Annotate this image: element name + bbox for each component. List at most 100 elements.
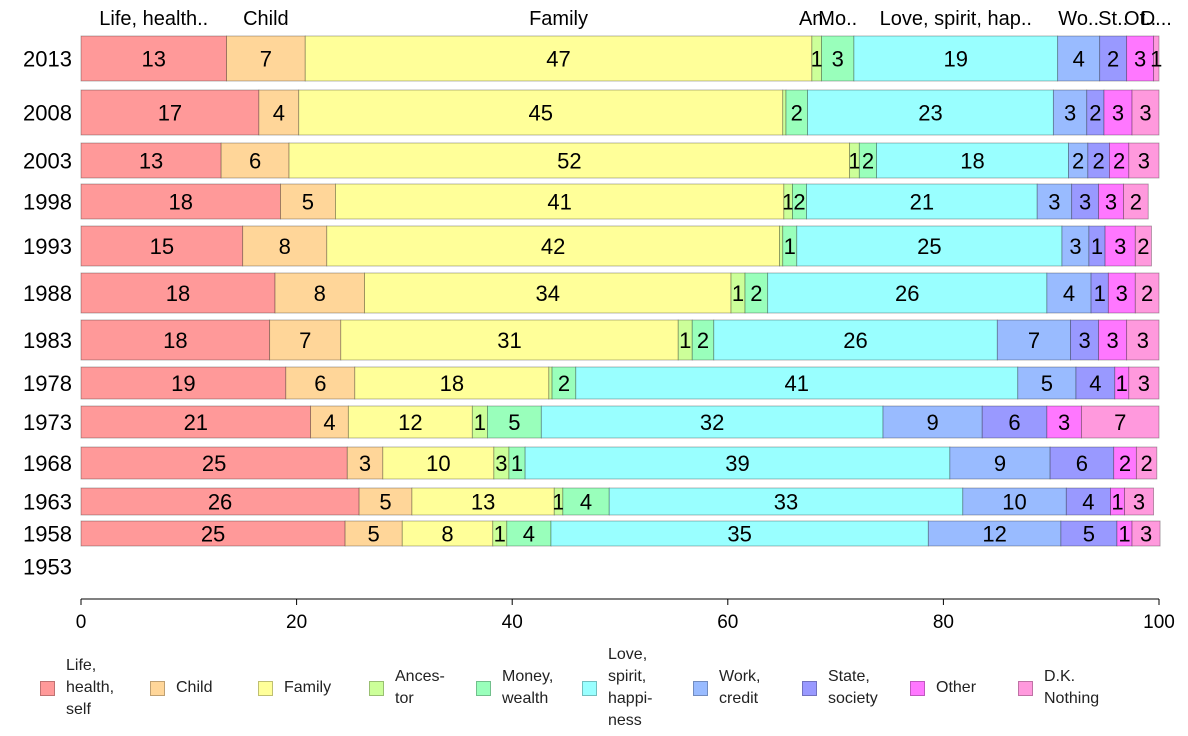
bar-segment-1958-5 [550, 520, 929, 547]
bar-segment-1983-0 [80, 319, 271, 361]
data-label-1963-0: 26 [208, 490, 232, 515]
legend-item-7: State, society [802, 640, 878, 736]
data-label-1993-0: 15 [150, 234, 174, 259]
top-label-5: Love, spirit, hap.. [880, 8, 1032, 30]
bar-segment-2008-0 [80, 89, 260, 136]
bar-segment-1988-9 [1134, 272, 1160, 314]
bar-segment-2008-2 [298, 89, 784, 136]
data-label-1958-3: 1 [494, 522, 506, 547]
data-label-1988-2: 34 [536, 281, 560, 306]
bar-segment-1963-2 [411, 487, 555, 516]
data-label-2003-6: 2 [1072, 149, 1084, 174]
year-label-2008: 2008 [23, 101, 72, 126]
bar-segment-1993-8 [1104, 225, 1136, 267]
bar-segment-1973-0 [80, 405, 312, 439]
bar-segment-1973-8 [1046, 405, 1082, 439]
bar-segment-1998-6 [1036, 183, 1073, 220]
data-label-1968-4: 1 [511, 451, 523, 476]
bar-segment-2008-8 [1103, 89, 1133, 136]
year-label-2013: 2013 [23, 47, 72, 72]
data-label-1958-5: 35 [727, 522, 751, 547]
data-label-1958-6: 12 [982, 522, 1006, 547]
data-label-2008-9: 3 [1139, 101, 1151, 126]
legend-label: State, society [828, 668, 878, 707]
data-label-2008-6: 3 [1064, 101, 1076, 126]
year-label-2003: 2003 [23, 149, 72, 174]
data-label-1978-9: 3 [1138, 371, 1150, 396]
data-label-1968-5: 39 [725, 451, 749, 476]
bar-segment-2013-7 [1099, 35, 1128, 82]
bar-segment-2008-9 [1131, 89, 1160, 136]
bar-segment-2003-1 [220, 142, 290, 179]
data-label-2008-1: 4 [273, 101, 285, 126]
data-label-1963-4: 4 [580, 490, 592, 515]
data-label-1973-4: 5 [508, 410, 520, 435]
bar-segment-2013-2 [304, 35, 813, 82]
data-label-1978-1: 6 [314, 371, 326, 396]
top-label-9: D... [1141, 8, 1172, 30]
data-label-2013-3: 1 [811, 47, 823, 72]
data-label-1993-9: 2 [1137, 234, 1149, 259]
bar-segment-1993-2 [326, 225, 780, 267]
data-label-1958-0: 25 [201, 522, 225, 547]
data-label-1993-4: 1 [784, 234, 796, 259]
bar-segment-2008-3 [782, 89, 787, 136]
data-label-1963-9: 3 [1133, 490, 1145, 515]
data-label-1968-6: 9 [994, 451, 1006, 476]
data-label-2013-6: 4 [1073, 47, 1085, 72]
data-label-2013-9: 1 [1150, 47, 1162, 72]
data-label-1998-7: 3 [1079, 190, 1091, 215]
bar-segment-1963-4 [562, 487, 610, 516]
data-label-1988-0: 18 [166, 281, 190, 306]
data-label-2013-7: 2 [1107, 47, 1119, 72]
bar-segment-1958-7 [1060, 520, 1118, 547]
data-label-1988-6: 4 [1063, 281, 1075, 306]
data-label-1998-2: 41 [547, 190, 571, 215]
bar-segment-1968-2 [382, 446, 495, 480]
data-label-2008-7: 2 [1089, 101, 1101, 126]
data-label-1998-8: 3 [1105, 190, 1117, 215]
data-label-1973-3: 1 [474, 410, 486, 435]
data-label-1978-4: 2 [558, 371, 570, 396]
bar-segment-1998-2 [335, 183, 785, 220]
data-label-1958-8: 1 [1118, 522, 1130, 547]
bar-segment-1973-6 [882, 405, 983, 439]
bar-segment-1978-9 [1128, 366, 1160, 400]
legend-swatch [910, 680, 925, 696]
data-label-1958-2: 8 [441, 522, 453, 547]
bar-segment-1988-6 [1046, 272, 1092, 314]
bar-segment-1973-9 [1080, 405, 1160, 439]
legend-item-4: Money, wealth [476, 640, 553, 736]
data-label-1983-3: 1 [679, 328, 691, 353]
top-label-4: Mo.. [818, 8, 857, 30]
year-label-1983: 1983 [23, 328, 72, 353]
data-label-1978-2: 18 [440, 371, 464, 396]
data-label-1973-5: 32 [700, 410, 724, 435]
bar-segment-2003-9 [1128, 142, 1160, 179]
top-label-3: An.. [799, 8, 835, 30]
data-label-1993-1: 8 [279, 234, 291, 259]
bar-segment-2013-6 [1057, 35, 1101, 82]
year-label-1973: 1973 [23, 410, 72, 435]
data-label-1988-8: 3 [1116, 281, 1128, 306]
data-label-1998-5: 21 [910, 190, 934, 215]
bar-segment-2008-6 [1052, 89, 1088, 136]
legend-item-9: D.K. Nothing [1018, 640, 1099, 736]
bar-segment-2003-4 [858, 142, 877, 179]
legend-label: Life, health, self [66, 657, 115, 718]
year-label-1968: 1968 [23, 451, 72, 476]
bar-segment-1988-1 [274, 272, 365, 314]
year-label-1993: 1993 [23, 234, 72, 259]
bar-segment-1983-2 [340, 319, 679, 361]
bar-segment-1993-1 [242, 225, 328, 267]
data-label-1963-7: 4 [1082, 490, 1094, 515]
data-label-1988-4: 2 [750, 281, 762, 306]
data-label-1983-4: 2 [697, 328, 709, 353]
legend-label: Ances- tor [395, 668, 445, 707]
bar-segment-1973-5 [540, 405, 884, 439]
bar-segment-1993-3 [779, 225, 784, 267]
data-label-1958-7: 5 [1083, 522, 1095, 547]
data-label-1968-7: 6 [1076, 451, 1088, 476]
data-label-1973-7: 6 [1008, 410, 1020, 435]
data-label-2013-5: 19 [944, 47, 968, 72]
